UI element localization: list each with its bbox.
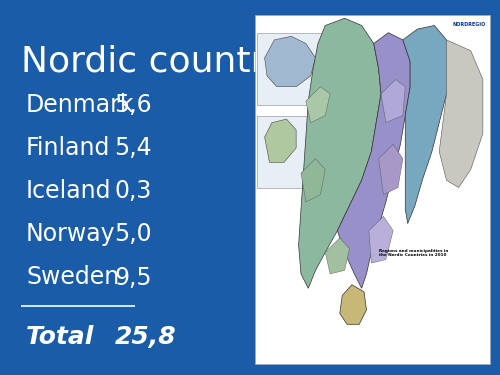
Text: 0,3: 0,3 — [114, 179, 152, 203]
Text: Sweden: Sweden — [26, 266, 120, 290]
Text: 9,5: 9,5 — [114, 266, 152, 290]
Text: NORDREGIO: NORDREGIO — [452, 22, 486, 27]
Polygon shape — [264, 119, 296, 162]
Polygon shape — [403, 26, 452, 224]
Text: Iceland: Iceland — [26, 179, 112, 203]
Polygon shape — [264, 36, 316, 87]
Polygon shape — [301, 159, 325, 202]
Polygon shape — [369, 216, 393, 263]
Polygon shape — [378, 144, 403, 195]
Text: Regions and municipalities in
the Nordic Countries in 2010: Regions and municipalities in the Nordic… — [378, 249, 448, 257]
Polygon shape — [306, 87, 330, 123]
Text: 5,6: 5,6 — [114, 93, 152, 117]
FancyBboxPatch shape — [258, 116, 310, 188]
Text: Total: Total — [26, 326, 94, 350]
Polygon shape — [298, 18, 381, 288]
FancyBboxPatch shape — [258, 33, 325, 105]
Polygon shape — [325, 238, 349, 274]
Polygon shape — [381, 80, 406, 123]
Text: Finland: Finland — [26, 136, 110, 160]
FancyBboxPatch shape — [255, 15, 490, 364]
Text: 5,4: 5,4 — [114, 136, 152, 160]
Text: Denmark: Denmark — [26, 93, 134, 117]
Text: Nordic countries: Nordic countries — [21, 45, 316, 79]
Text: Norway: Norway — [26, 222, 116, 246]
Text: 5,0: 5,0 — [114, 222, 152, 246]
Text: 25,8: 25,8 — [114, 326, 176, 350]
Polygon shape — [340, 285, 366, 324]
Polygon shape — [338, 33, 410, 288]
Polygon shape — [439, 40, 483, 188]
